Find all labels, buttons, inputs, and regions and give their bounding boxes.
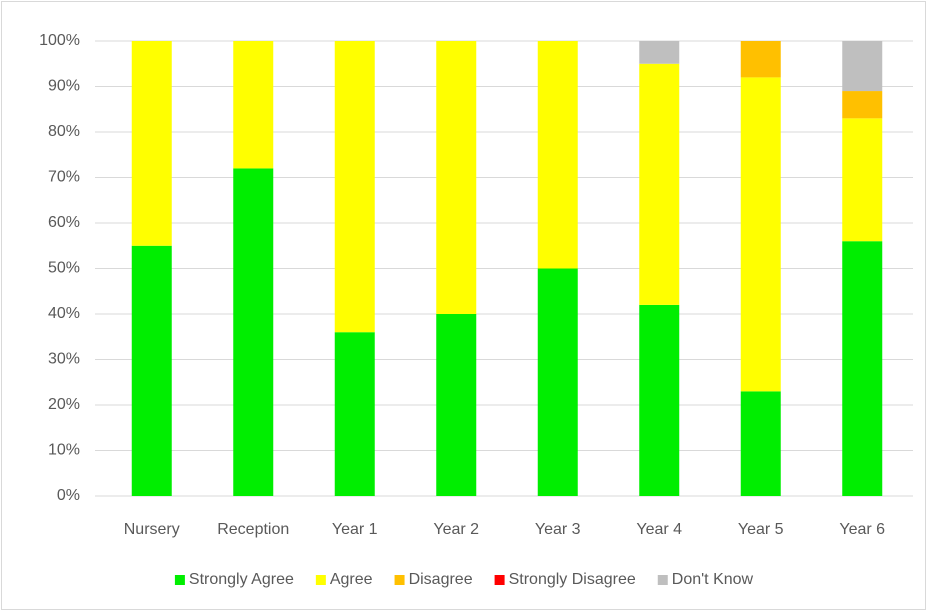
y-tick-label: 70%	[48, 169, 80, 186]
legend-label: Disagree	[409, 571, 473, 588]
x-tick-label: Year 3	[535, 521, 581, 538]
y-tick-label: 10%	[48, 442, 80, 459]
bar-segment	[842, 91, 883, 119]
legend-label: Strongly Agree	[189, 571, 294, 588]
y-tick-label: 40%	[48, 305, 80, 322]
legend-label: Strongly Disagree	[509, 571, 636, 588]
bar-segment	[639, 63, 680, 305]
y-tick-label: 100%	[39, 32, 80, 49]
legend-label: Agree	[330, 571, 373, 588]
bar-segment	[740, 391, 781, 496]
bar-segment	[842, 41, 883, 92]
y-tick-label: 50%	[48, 260, 80, 277]
bar-segment	[639, 41, 680, 64]
x-tick-label: Year 5	[738, 521, 784, 538]
bar-segment	[740, 41, 781, 78]
bar-segment	[842, 241, 883, 496]
bar-segment	[436, 314, 477, 496]
legend-swatch	[494, 575, 505, 585]
bar-segment	[233, 41, 274, 169]
legend-swatch	[394, 575, 405, 585]
x-tick-label: Reception	[217, 521, 289, 538]
bar-segment	[842, 118, 883, 242]
bar-segment	[436, 41, 477, 314]
y-tick-label: 80%	[48, 123, 80, 140]
bar-segment	[537, 268, 578, 496]
bar-segment	[537, 41, 578, 269]
legend-swatch	[174, 575, 185, 585]
x-tick-label: Year 6	[839, 521, 885, 538]
y-tick-label: 30%	[48, 351, 80, 368]
bar-segment	[334, 332, 375, 496]
y-tick-label: 60%	[48, 214, 80, 231]
bar-segment	[131, 41, 172, 246]
y-tick-label: 0%	[57, 487, 80, 504]
x-tick-label: Year 2	[433, 521, 479, 538]
legend-label: Don't Know	[672, 571, 754, 588]
bar-segment	[639, 304, 680, 496]
bar-segment	[131, 245, 172, 496]
bar-segment	[334, 41, 375, 333]
bar-segment	[740, 77, 781, 392]
legend-swatch	[657, 575, 668, 585]
x-tick-label: Year 4	[636, 521, 682, 538]
legend-swatch	[315, 575, 326, 585]
x-tick-label: Nursery	[124, 521, 180, 538]
y-tick-label: 20%	[48, 396, 80, 413]
y-tick-label: 90%	[48, 78, 80, 95]
bar-segment	[233, 168, 274, 496]
x-tick-label: Year 1	[332, 521, 378, 538]
